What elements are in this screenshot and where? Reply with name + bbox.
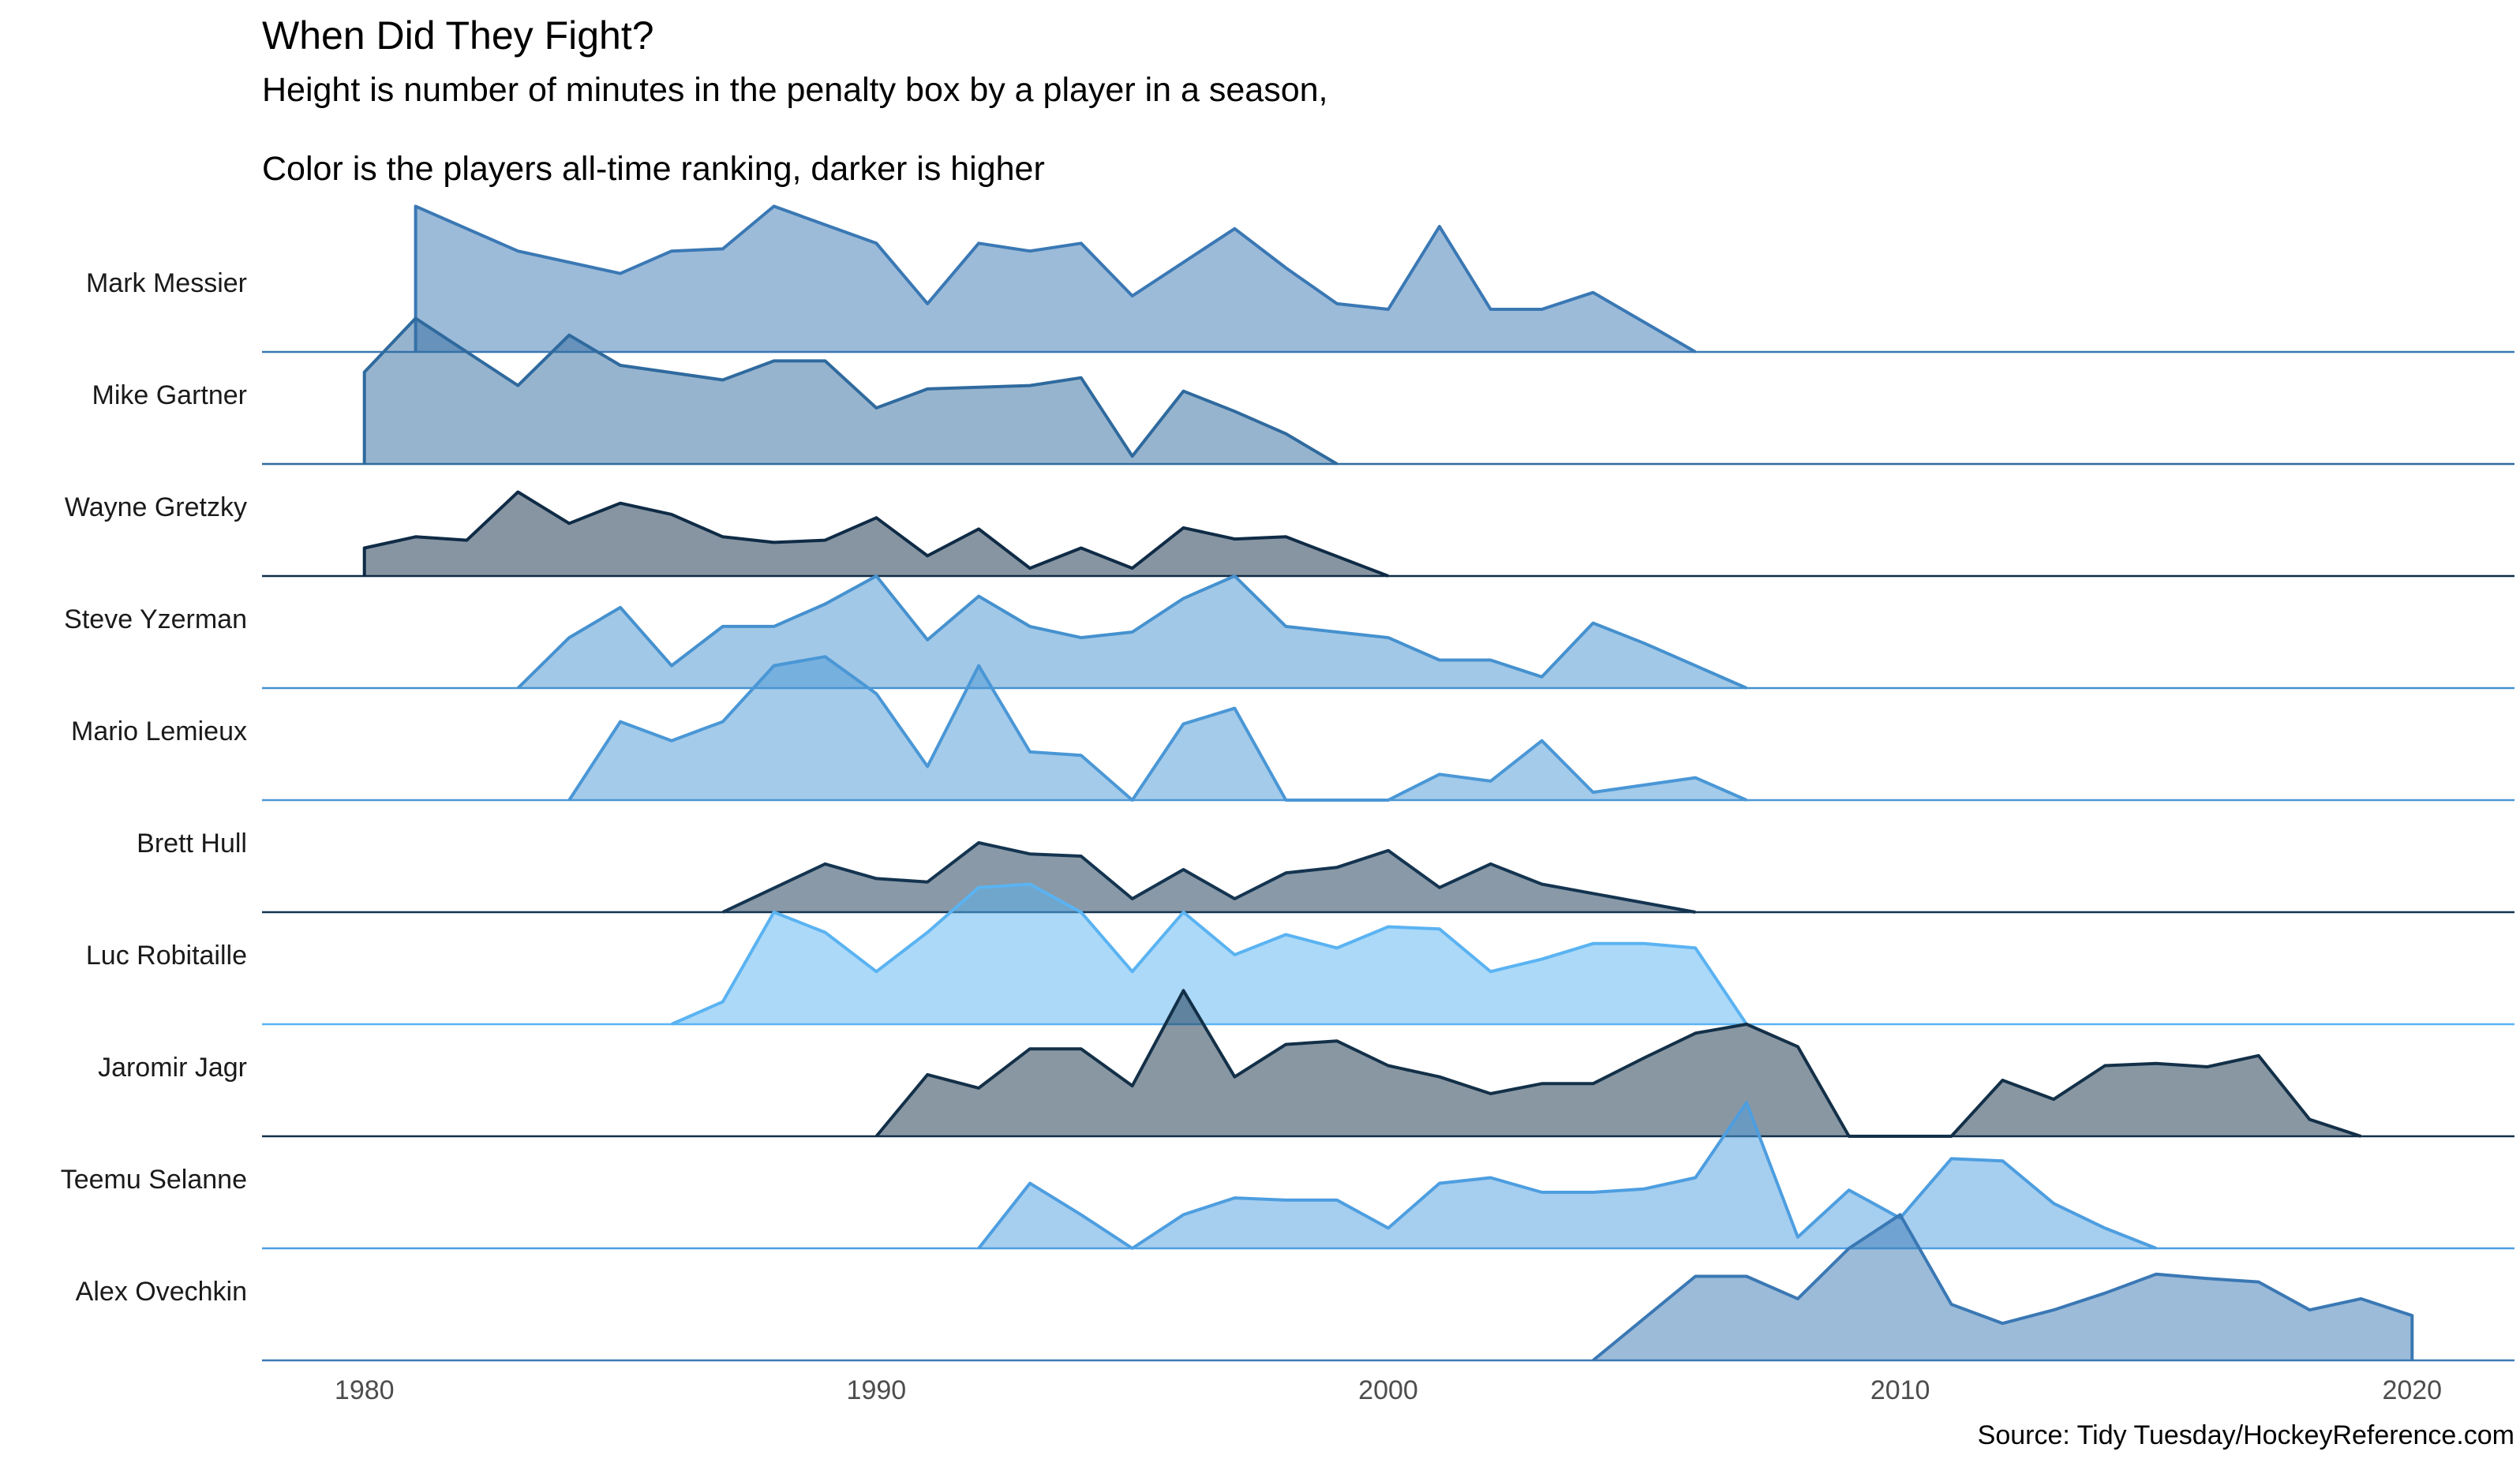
ridge-line: [977, 1101, 2157, 1250]
x-tick-label: 2020: [2382, 1375, 2442, 1405]
ridge-area: [876, 990, 2361, 1136]
ridge-brett-hull: [262, 841, 2514, 914]
chart-title: When Did They Fight?: [262, 13, 654, 58]
ridge-teemu-selanne: [262, 1101, 2514, 1250]
chart-subtitle-line1: Height is number of minutes in the penal…: [262, 71, 1328, 109]
y-label-teemu-selanne: Teemu Selanne: [61, 1165, 247, 1195]
ridge-steve-yzerman: [262, 574, 2514, 690]
ridge-area: [364, 318, 1338, 464]
ridge-jaromir-jagr: [262, 989, 2514, 1138]
ridge-wayne-gretzky: [262, 490, 2514, 578]
ridge-area: [415, 206, 1696, 352]
ridge-area: [979, 1102, 2156, 1248]
x-tick-label: 1980: [335, 1375, 395, 1405]
ridge-line: [567, 655, 1747, 802]
ridge-mike-gartner: [262, 316, 2514, 466]
ridge-mark-messier: [262, 204, 2514, 354]
ridge-line: [1592, 1213, 2414, 1362]
ridge-line: [362, 316, 1339, 466]
ridge-mario-lemieux: [262, 655, 2514, 802]
x-axis: 1980 1990 2000 2010 2020: [335, 1375, 2442, 1405]
chart-subtitle-line2: Color is the players all-time ranking, d…: [262, 150, 1045, 188]
x-tick-label: 2010: [1870, 1375, 1930, 1405]
y-label-steve-yzerman: Steve Yzerman: [64, 604, 247, 634]
y-label-brett-hull: Brett Hull: [137, 829, 247, 859]
ridge-line: [721, 841, 1696, 914]
ridge-line: [516, 574, 1747, 690]
ridge-area: [569, 657, 1747, 800]
chart-caption: Source: Tidy Tuesday/HockeyReference.com: [1978, 1420, 2514, 1450]
ridge-line: [362, 490, 1389, 578]
x-tick-label: 1990: [847, 1375, 907, 1405]
ridge-area: [671, 884, 1747, 1024]
y-label-mario-lemieux: Mario Lemieux: [71, 716, 247, 746]
y-label-mark-messier: Mark Messier: [86, 268, 247, 298]
y-label-mike-gartner: Mike Gartner: [92, 380, 248, 410]
y-label-luc-robitaille: Luc Robitaille: [86, 941, 247, 971]
ridge-line: [874, 989, 2362, 1138]
y-label-wayne-gretzky: Wayne Gretzky: [65, 492, 247, 522]
ridge-line: [414, 204, 1697, 354]
ridge-alex-ovechkin: [262, 1213, 2514, 1362]
ridge-line: [671, 882, 1748, 1026]
x-tick-label: 2000: [1358, 1375, 1418, 1405]
ridge-area: [364, 492, 1389, 576]
y-label-alex-ovechkin: Alex Ovechkin: [76, 1277, 247, 1307]
y-label-jaromir-jagr: Jaromir Jagr: [98, 1053, 247, 1083]
ridge-area: [722, 843, 1696, 912]
ridge-luc-robitaille: [262, 882, 2514, 1026]
ridge-area: [1593, 1214, 2413, 1360]
ridges-group: Mark Messier Mike Gartner Wayne Gretzky Ste…: [61, 204, 2514, 1362]
